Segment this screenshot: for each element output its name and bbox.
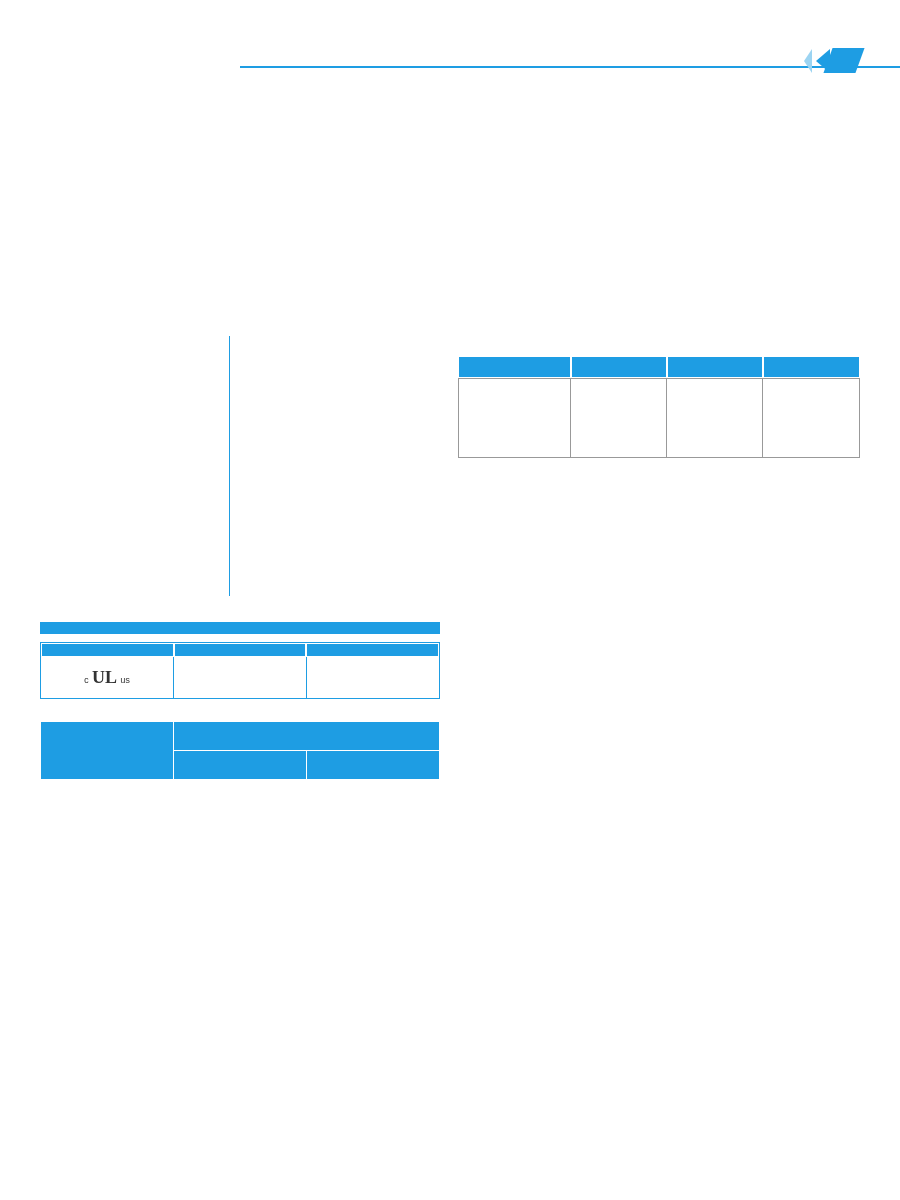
dimensions-left bbox=[40, 328, 230, 596]
header-divider bbox=[240, 66, 900, 68]
product-photo bbox=[40, 82, 340, 322]
agency-th-agency bbox=[41, 643, 174, 657]
rating-th-color bbox=[763, 356, 859, 378]
rating-voltage-cell bbox=[667, 379, 763, 457]
cert-badge-row bbox=[40, 20, 860, 60]
agency-cell-logo: c UL us bbox=[41, 657, 174, 698]
agency-cell-range bbox=[307, 657, 439, 698]
tcc-th-max bbox=[307, 751, 440, 780]
rating-amp-col bbox=[571, 379, 667, 457]
rating-catalog-cell bbox=[459, 379, 571, 457]
agency-bar bbox=[40, 622, 440, 634]
tcc-th-rating bbox=[41, 722, 174, 780]
tcc-chart bbox=[470, 628, 860, 1088]
rating-th-ampere bbox=[571, 356, 667, 378]
product-title bbox=[360, 82, 860, 106]
tcc-table bbox=[40, 721, 440, 780]
rating-table bbox=[458, 356, 860, 596]
spec-column bbox=[360, 82, 860, 322]
chart-svg bbox=[470, 628, 770, 778]
tcc-th-melting bbox=[174, 722, 440, 751]
rating-th-catalog bbox=[458, 356, 571, 378]
agency-table: c UL us bbox=[40, 642, 440, 699]
rating-th-voltage bbox=[667, 356, 763, 378]
agency-th-range bbox=[306, 643, 439, 657]
dimensions-right bbox=[244, 328, 444, 596]
brand-bar bbox=[804, 48, 860, 73]
agency-th-file bbox=[174, 643, 307, 657]
rating-color-col bbox=[763, 379, 859, 457]
dimension-drawing-1 bbox=[40, 336, 230, 596]
agency-cell-file bbox=[174, 657, 307, 698]
tcc-th-min bbox=[174, 751, 307, 780]
dimension-drawing-2 bbox=[244, 336, 444, 596]
